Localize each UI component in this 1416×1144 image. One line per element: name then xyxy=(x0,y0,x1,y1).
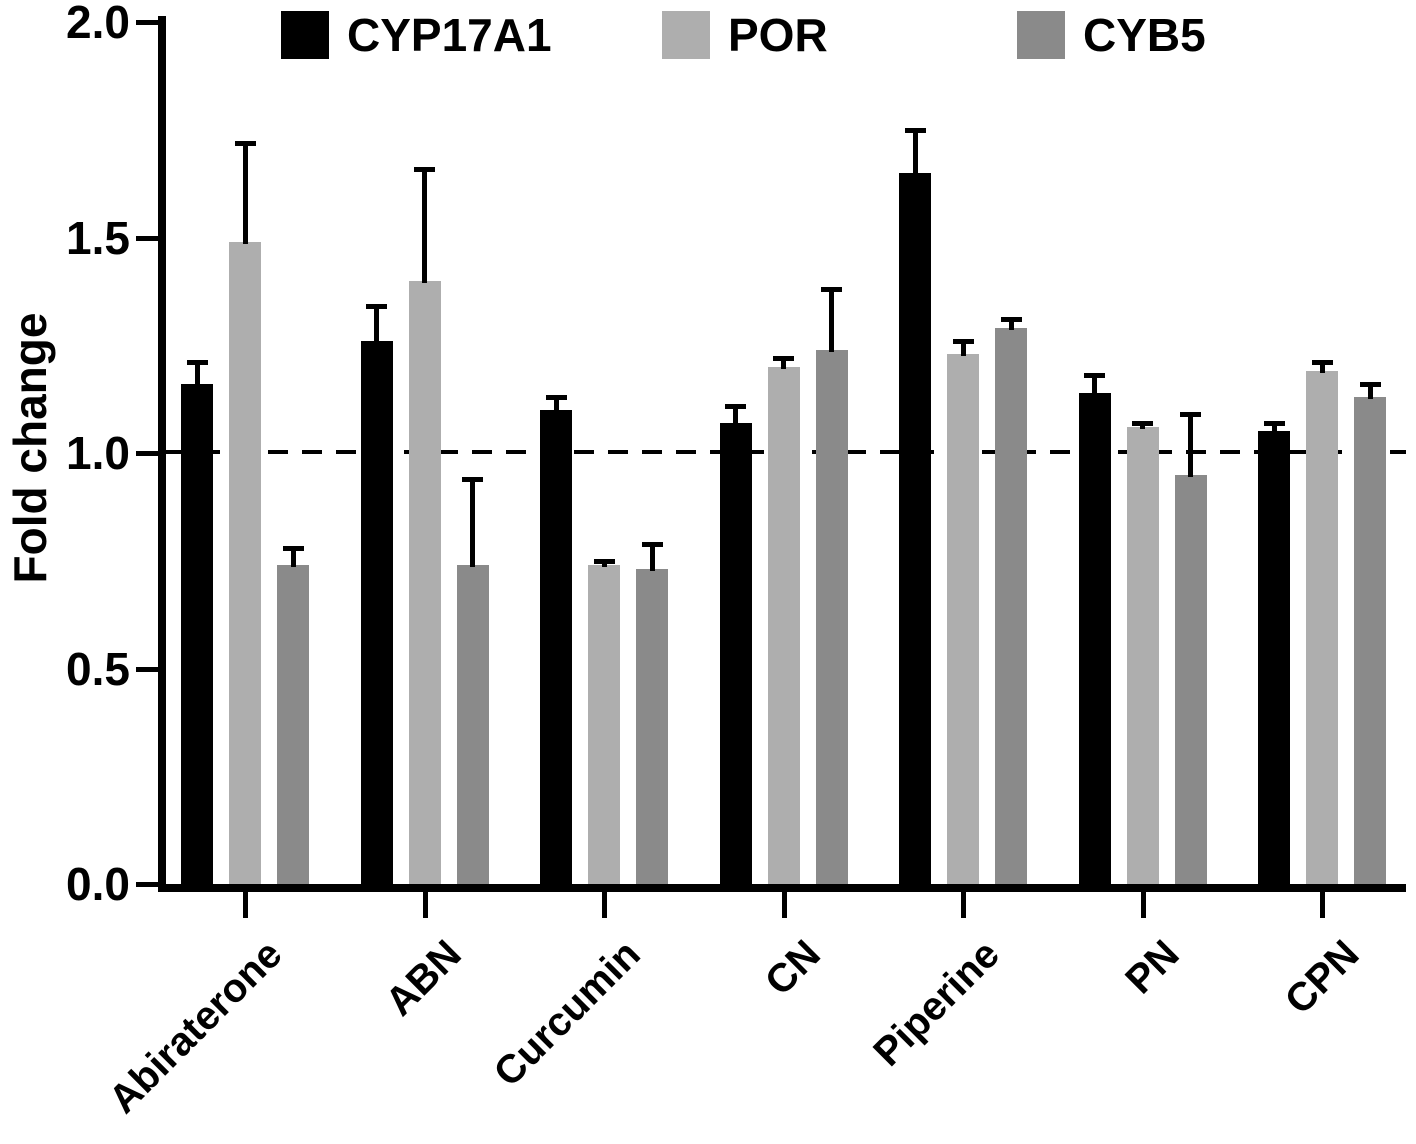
error-bar-cap-POR-Curcumin xyxy=(593,558,615,564)
bar-CYB5-Piperine xyxy=(995,328,1027,884)
x-category-label-CN: CN xyxy=(756,932,829,1004)
error-bar-stem-CYB5-CPN xyxy=(1367,384,1373,399)
x-axis-line xyxy=(158,884,1406,892)
error-bar-stem-CYB5-ABN xyxy=(470,478,475,568)
y-tick-label: 2.0 xyxy=(66,0,130,48)
error-bar-cap-CYB5-PN xyxy=(1180,412,1201,418)
x-axis-tick-Abiraterone xyxy=(243,892,248,918)
legend-swatch-cyp17a1 xyxy=(281,11,329,59)
x-category-label-Abiraterone: Abiraterone xyxy=(100,932,291,1122)
bar-POR-Curcumin xyxy=(588,565,620,884)
x-category-label-CPN: CPN xyxy=(1276,932,1368,1023)
error-bar-stem-CYB5-Piperine xyxy=(1008,319,1014,330)
x-category-label-ABN: ABN xyxy=(377,932,470,1025)
x-category-label-PN: PN xyxy=(1117,932,1188,1003)
x-category-label-Curcumin: Curcumin xyxy=(485,932,650,1096)
error-bar-cap-POR-PN xyxy=(1132,420,1153,426)
bar-POR-CN xyxy=(767,366,800,884)
error-bar-cap-CYB5-Piperine xyxy=(1000,317,1022,323)
error-bar-cap-POR-CN xyxy=(773,356,794,362)
error-bar-stem-POR-Piperine xyxy=(960,340,966,356)
error-bar-stem-CYP17A1-ABN xyxy=(374,306,379,343)
bar-POR-Abiraterone xyxy=(229,241,261,884)
error-bar-stem-CYP17A1-CPN xyxy=(1271,422,1277,434)
error-bar-stem-CYP17A1-Abiraterone xyxy=(194,362,200,387)
bar-CYB5-Curcumin xyxy=(636,569,668,884)
bar-CYB5-CN xyxy=(815,349,848,884)
error-bar-cap-POR-Piperine xyxy=(952,338,974,344)
y-axis-tick xyxy=(136,20,158,25)
bar-POR-PN xyxy=(1126,427,1159,884)
error-bar-stem-CYB5-Abiraterone xyxy=(290,547,296,568)
error-bar-stem-POR-Curcumin xyxy=(601,560,607,568)
error-bar-stem-POR-PN xyxy=(1140,422,1145,430)
error-bar-cap-CYB5-Abiraterone xyxy=(282,545,304,551)
x-category-label-Piperine: Piperine xyxy=(865,932,1009,1075)
bar-CYB5-PN xyxy=(1174,474,1207,884)
error-bar-cap-CYP17A1-CN xyxy=(725,403,746,409)
x-axis-tick-Curcumin xyxy=(602,892,607,918)
error-bar-stem-POR-CPN xyxy=(1319,362,1325,374)
y-axis-tick xyxy=(136,235,158,241)
y-tick-label: 0.0 xyxy=(66,858,130,910)
legend-item-por: POR xyxy=(662,11,828,59)
x-axis-tick-PN xyxy=(1140,892,1146,918)
error-bar-cap-CYP17A1-Abiraterone xyxy=(186,360,208,366)
error-bar-stem-CYP17A1-Curcumin xyxy=(553,396,559,412)
bar-CYP17A1-ABN xyxy=(360,340,393,884)
bar-CYP17A1-Curcumin xyxy=(540,409,572,884)
y-tick-label: 1.0 xyxy=(66,427,130,479)
error-bar-stem-POR-CN xyxy=(781,358,786,369)
error-bar-stem-CYP17A1-CN xyxy=(733,405,738,425)
legend-label-por: POR xyxy=(728,9,828,61)
x-axis-tick-CPN xyxy=(1320,892,1325,918)
error-bar-stem-CYP17A1-Piperine xyxy=(912,129,918,175)
legend-label-cyb5: CYB5 xyxy=(1083,9,1206,61)
bar-CYP17A1-PN xyxy=(1078,392,1111,884)
error-bar-cap-POR-CPN xyxy=(1311,360,1333,366)
legend-item-cyb5: CYB5 xyxy=(1017,11,1206,59)
y-axis-tick xyxy=(136,666,158,672)
error-bar-cap-CYB5-ABN xyxy=(462,476,483,482)
legend-swatch-por xyxy=(662,11,710,59)
bar-CYP17A1-CN xyxy=(719,422,752,884)
bar-POR-Piperine xyxy=(947,353,979,884)
error-bar-cap-CYB5-CPN xyxy=(1359,382,1381,388)
error-bar-cap-CYP17A1-ABN xyxy=(366,304,387,310)
bar-POR-CPN xyxy=(1306,371,1338,884)
bar-CYP17A1-Abiraterone xyxy=(181,384,213,884)
error-bar-cap-CYP17A1-CPN xyxy=(1263,420,1285,426)
error-bar-stem-CYB5-Curcumin xyxy=(649,543,655,572)
x-axis-tick-ABN xyxy=(422,892,428,918)
error-bar-cap-CYP17A1-Curcumin xyxy=(545,394,567,400)
bar-CYP17A1-CPN xyxy=(1258,431,1290,884)
bar-POR-ABN xyxy=(408,280,441,884)
y-axis-tick xyxy=(136,451,158,456)
bar-CYB5-CPN xyxy=(1354,396,1386,884)
bar-CYP17A1-Piperine xyxy=(899,172,931,884)
bar-CYB5-ABN xyxy=(456,565,489,884)
error-bar-stem-CYB5-CN xyxy=(829,289,834,352)
error-bar-cap-POR-Abiraterone xyxy=(234,140,256,146)
x-axis-tick-CN xyxy=(781,892,787,918)
error-bar-cap-POR-ABN xyxy=(414,166,435,172)
legend-label-cyp17a1: CYP17A1 xyxy=(347,9,552,61)
y-tick-label: 0.5 xyxy=(66,642,130,695)
bar-CYB5-Abiraterone xyxy=(277,565,309,884)
legend-item-cyp17a1: CYP17A1 xyxy=(281,11,552,59)
legend-swatch-cyb5 xyxy=(1017,11,1065,59)
error-bar-stem-CYP17A1-PN xyxy=(1092,375,1097,395)
error-bar-cap-CYB5-CN xyxy=(821,287,842,293)
x-axis-tick-Piperine xyxy=(961,892,966,918)
error-bar-cap-CYB5-Curcumin xyxy=(641,541,663,547)
error-bar-stem-POR-ABN xyxy=(422,168,427,283)
y-axis-line xyxy=(158,16,166,892)
error-bar-stem-CYB5-PN xyxy=(1188,414,1193,477)
error-bar-stem-POR-Abiraterone xyxy=(242,142,248,244)
y-tick-label: 1.5 xyxy=(66,211,130,264)
error-bar-cap-CYP17A1-PN xyxy=(1084,373,1105,379)
y-axis-tick xyxy=(136,882,158,887)
error-bar-cap-CYP17A1-Piperine xyxy=(904,127,926,133)
